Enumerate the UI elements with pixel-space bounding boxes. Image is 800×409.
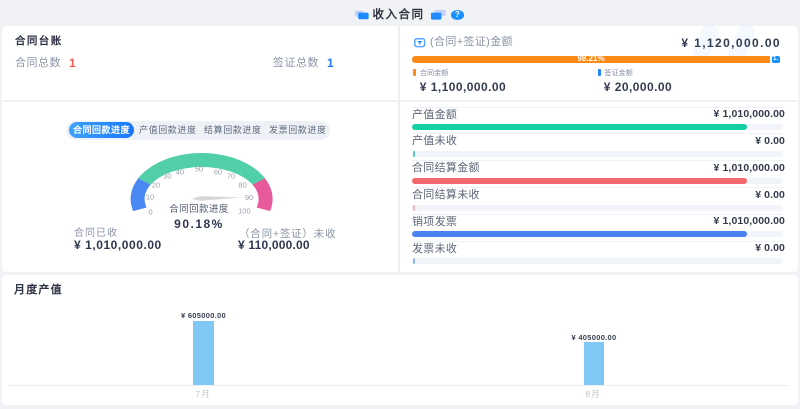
svg-text:30: 30 — [163, 172, 171, 181]
svg-text:10: 10 — [146, 192, 154, 201]
svg-text:80: 80 — [238, 180, 246, 189]
svg-text:100: 100 — [238, 207, 251, 216]
svg-text:60: 60 — [214, 167, 222, 176]
svg-text:70: 70 — [227, 171, 235, 180]
svg-text:0: 0 — [149, 207, 153, 216]
svg-text:40: 40 — [176, 167, 184, 176]
svg-text:50: 50 — [195, 165, 203, 174]
svg-text:90: 90 — [245, 193, 253, 202]
svg-text:20: 20 — [152, 180, 160, 189]
